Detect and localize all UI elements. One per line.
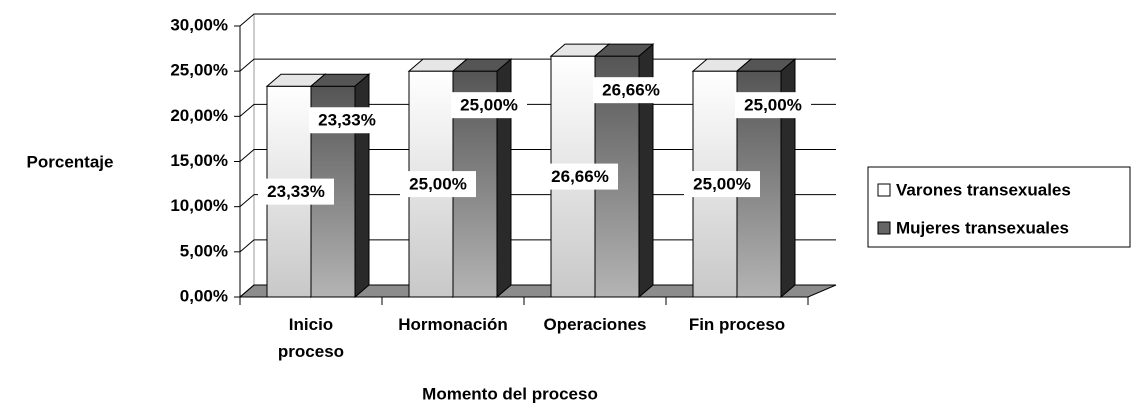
y-tick-label: 0,00%: [180, 286, 228, 305]
x-axis-title: Momento del proceso: [422, 384, 598, 403]
bar-side: [780, 58, 796, 299]
y-tick-label: 20,00%: [170, 106, 228, 125]
x-tick-label: Inicio proceso: [277, 315, 345, 361]
y-axis-title: Porcentaje: [27, 152, 114, 171]
y-tick-label: 25,00%: [170, 61, 228, 80]
value-label-bg: [684, 171, 760, 198]
value-label: 23,33%: [318, 111, 376, 130]
legend-box: [867, 166, 1131, 248]
value-label: 26,66%: [551, 167, 609, 186]
bar-side: [638, 43, 654, 299]
x-tick-label: Hormonación: [398, 315, 508, 334]
legend-swatch: [877, 221, 891, 235]
value-label: 23,33%: [267, 182, 325, 201]
value-label-bg: [451, 92, 527, 119]
x-tick-label: Fin proceso: [688, 315, 786, 334]
value-label-bg: [735, 92, 811, 119]
value-label-bg: [309, 107, 385, 134]
legend-label: Varones transexuales: [896, 180, 1071, 199]
grid-line: [239, 13, 836, 27]
value-label-bg: [542, 163, 618, 190]
value-label-bg: [593, 77, 669, 104]
value-label: 25,00%: [409, 175, 467, 194]
y-tick-label: 10,00%: [170, 196, 228, 215]
y-tick-label: 30,00%: [170, 15, 228, 34]
value-label: 25,00%: [744, 96, 802, 115]
value-label: 26,66%: [602, 81, 660, 100]
y-tick-label: 15,00%: [170, 151, 228, 170]
value-label: 25,00%: [693, 175, 751, 194]
x-tick-label: Operaciones: [543, 315, 647, 334]
legend-label: Mujeres transexuales: [896, 218, 1069, 237]
y-tick-label: 5,00%: [180, 241, 228, 260]
value-label-bg: [258, 178, 334, 205]
value-label: 25,00%: [460, 96, 518, 115]
value-label-bg: [400, 171, 476, 198]
bar-side: [496, 58, 512, 299]
legend-swatch: [877, 183, 891, 197]
